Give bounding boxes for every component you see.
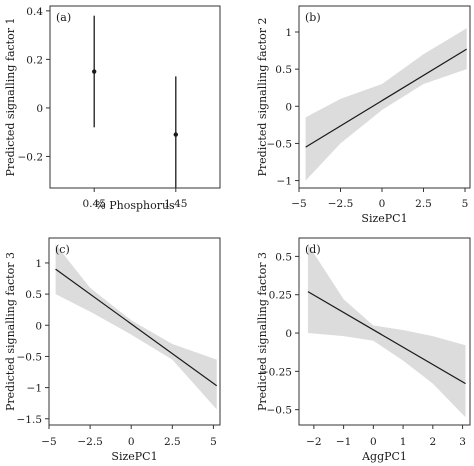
x-tick-label: 3: [459, 436, 466, 448]
y-tick-label: 0.2: [26, 54, 43, 66]
y-tick-label: 1: [285, 27, 292, 39]
panel-a: −0.2 0 0.2 0.4 0.45 1.45 (a) % Phosphorus Predic…: [4, 5, 221, 212]
y-tick-label: 0: [36, 103, 43, 115]
y-axis-title-c: Predicted signalling factor 3: [4, 252, 17, 411]
y-tick-label: −1: [277, 176, 292, 188]
y-tick-label: 0.4: [26, 6, 43, 18]
x-tick-label: 2: [429, 436, 436, 448]
panel-b: −1 −0.5 0 0.5 1 −5 −2.5 0 2.5 5 (b) SizePC1 Predicte…: [256, 5, 471, 225]
panel-label-d: (d): [305, 243, 321, 256]
y-tick-label: 0: [285, 328, 292, 340]
x-tick-label: 1.45: [164, 198, 187, 210]
regression-line-b: [305, 48, 467, 148]
x-tick-label: 5: [210, 436, 217, 448]
y-tick-label: 0: [285, 101, 292, 113]
plot-frame-d: [298, 237, 471, 426]
y-axis-title-a: Predicted signalling factor 1: [4, 18, 17, 177]
x-tick-label: 2.5: [164, 436, 181, 448]
y-tick-label: 0.5: [25, 289, 42, 301]
data-point: [173, 132, 178, 137]
x-axis-title-b: SizePC1: [361, 212, 407, 225]
y-tick-label: −1.5: [17, 414, 43, 426]
x-tick-label: 0: [128, 436, 135, 448]
plot-frame-a: [49, 5, 221, 189]
confidence-band-b: [305, 28, 467, 181]
y-tick-label: −0.2: [18, 151, 44, 163]
y-axis-title-b: Predicted signalling factor 2: [256, 18, 269, 177]
x-tick-label: 0.45: [83, 198, 106, 210]
panel-label-c: (c): [55, 243, 70, 256]
regression-line-c: [55, 268, 218, 387]
y-axis-title-d: Predicted signalling factor 3: [256, 252, 269, 411]
y-tick-label: −1: [27, 383, 42, 395]
y-tick-label: 0: [35, 320, 42, 332]
x-tick-label: 0: [370, 436, 377, 448]
x-tick-label: −2.5: [328, 198, 354, 210]
y-tick-label: −0.5: [267, 405, 293, 417]
panel-label-a: (a): [56, 11, 71, 24]
panel-c: −1.5 −1 −0.5 0 0.5 1 −5 −2.5 0 2.5 5 (c) SizePC1 Pred…: [4, 237, 221, 463]
x-axis-title-d: AggPC1: [361, 450, 407, 463]
y-tick-label: −0.5: [267, 138, 293, 150]
x-tick-label: 2.5: [415, 198, 432, 210]
x-tick-label: −1: [336, 436, 351, 448]
panel-d: −0.5 −0.25 0 0.25 0.5 −2 −1 0 1 2 3 (d) AggPC1 Predic…: [256, 237, 471, 463]
plot-frame-b: [298, 5, 471, 189]
panel-label-b: (b): [305, 11, 321, 24]
x-tick-label: −5: [41, 436, 56, 448]
x-tick-label: 1: [400, 436, 407, 448]
x-tick-label: 0: [379, 198, 386, 210]
regression-line-d: [307, 291, 466, 385]
y-tick-label: 0.25: [269, 290, 292, 302]
y-tick-label: −0.25: [260, 366, 292, 378]
x-axis-title-c: SizePC1: [111, 450, 157, 463]
x-tick-label: 5: [462, 198, 469, 210]
y-tick-label: 1: [35, 258, 42, 270]
y-tick-label: −0.5: [17, 351, 43, 363]
y-tick-label: 0.5: [275, 64, 292, 76]
plot-frame-c: [48, 237, 221, 426]
x-axis-title-a: % Phosphorus: [95, 199, 175, 212]
data-point: [92, 69, 97, 74]
confidence-band-d: [307, 244, 466, 418]
x-tick-label: −2: [306, 436, 321, 448]
x-tick-label: −2.5: [77, 436, 103, 448]
x-tick-label: −5: [291, 198, 306, 210]
y-tick-label: 0.5: [275, 251, 292, 263]
